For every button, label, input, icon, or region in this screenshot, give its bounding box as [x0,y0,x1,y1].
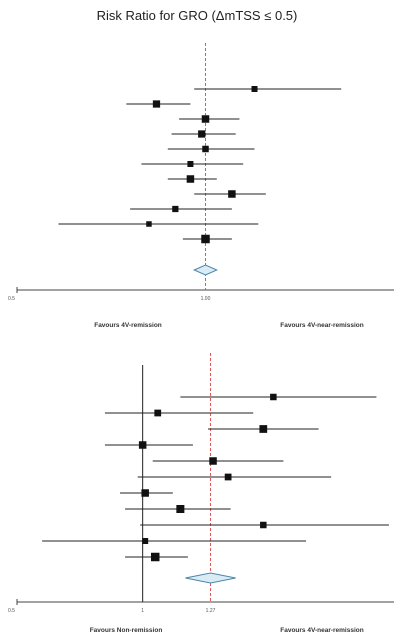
study-point [224,473,232,481]
study-point [209,457,217,465]
x-tick-label: 1 [141,608,144,614]
study-point [152,100,161,108]
study-point [202,145,209,153]
study-point [138,441,147,449]
study-point [146,221,152,227]
summary-diamond [192,264,219,276]
study-point [154,409,162,417]
study-point [270,393,277,401]
favours-left-label: Favours 4V-remission [94,322,162,329]
study-point [251,86,258,92]
forest-plot-bottom: 0.5 1 1.27 Favours Non-remission Favours 4V-… [8,353,394,634]
study-point [198,130,206,138]
x-tick-label: 0.5 [8,296,15,302]
forest-plot-top: 0.5 1.00 Favours 4V-remission Favours 4V-ne… [8,43,394,329]
study-point [259,425,268,433]
x-tick-label: 0.5 [8,608,15,614]
study-point [150,552,160,562]
study-point [142,538,149,544]
x-tick-label: 1.27 [206,608,216,614]
study-point [186,175,195,183]
study-point [228,190,236,198]
study-point [201,234,210,244]
favours-right-label: Favours 4V-near-remission [280,322,363,329]
x-tick-label: 1.00 [201,296,211,302]
favours-left-label: Favours Non-remission [90,627,163,634]
study-point [201,115,210,123]
study-point [172,205,179,213]
study-point [187,161,194,167]
summary-diamond [185,572,236,584]
study-point [260,521,267,529]
favours-right-label: Favours 4V-near-remission [280,627,363,634]
study-point [141,489,149,497]
study-point [176,505,185,513]
figure-title: Risk Ratio for GRO (ΔmTSS ≤ 0.5) [97,8,298,23]
